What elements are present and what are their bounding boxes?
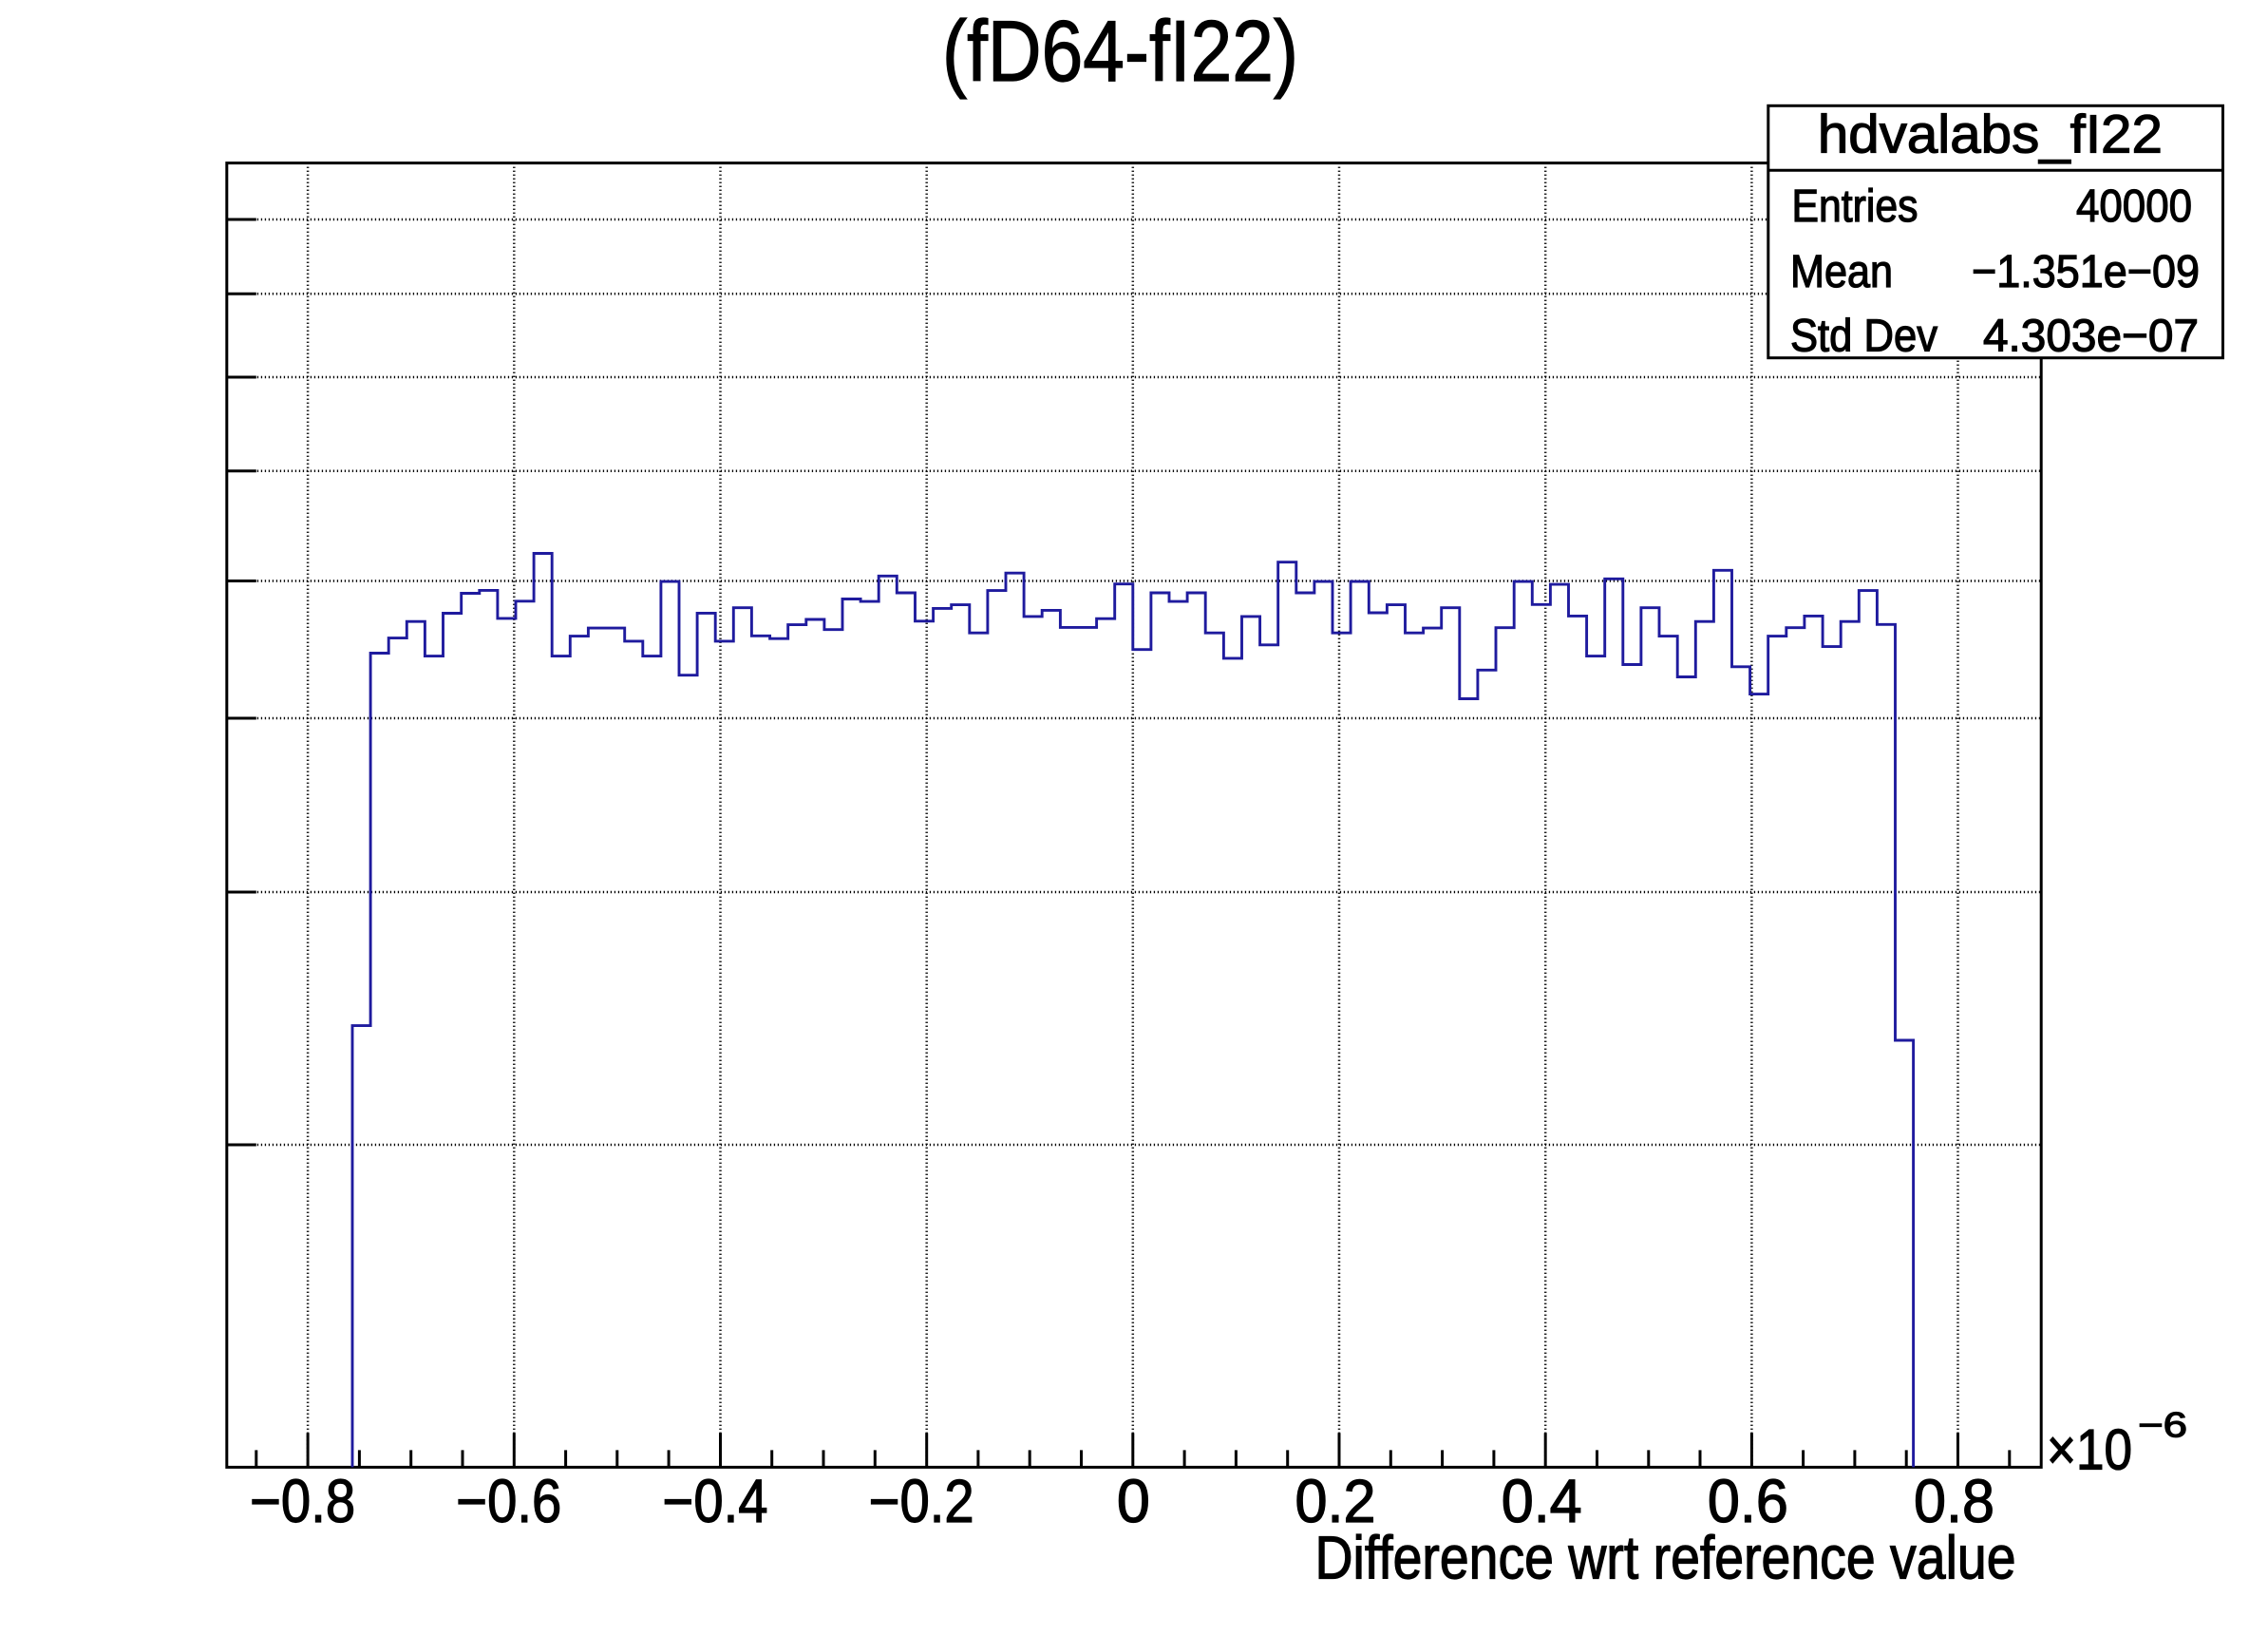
svg-text:−6: −6 <box>2138 1406 2187 1445</box>
svg-text:hdvalabs_fI22: hdvalabs_fI22 <box>1818 104 2163 164</box>
svg-text:Mean: Mean <box>1790 246 1893 297</box>
svg-text:−0.2: −0.2 <box>869 1467 974 1535</box>
svg-text:(fD64-fI22): (fD64-fI22) <box>942 4 1298 100</box>
svg-text:Difference wrt reference value: Difference wrt reference value <box>1315 1524 2016 1592</box>
svg-text:−0.6: −0.6 <box>456 1467 561 1535</box>
svg-text:4.303e−07: 4.303e−07 <box>1983 310 2199 361</box>
svg-text:Std Dev: Std Dev <box>1790 310 1938 361</box>
svg-text:Entries: Entries <box>1792 181 1918 232</box>
svg-text:×10: ×10 <box>2047 1417 2132 1481</box>
svg-text:0.2: 0.2 <box>1295 1467 1376 1535</box>
svg-text:40000: 40000 <box>2076 181 2192 232</box>
svg-text:−1.351e−09: −1.351e−09 <box>1972 246 2200 297</box>
svg-text:0.4: 0.4 <box>1502 1467 1582 1535</box>
svg-text:−0.4: −0.4 <box>663 1467 768 1535</box>
svg-text:−0.8: −0.8 <box>250 1467 355 1535</box>
svg-text:0.6: 0.6 <box>1708 1467 1788 1535</box>
svg-text:0: 0 <box>1117 1467 1150 1535</box>
svg-text:0.8: 0.8 <box>1914 1467 1994 1535</box>
